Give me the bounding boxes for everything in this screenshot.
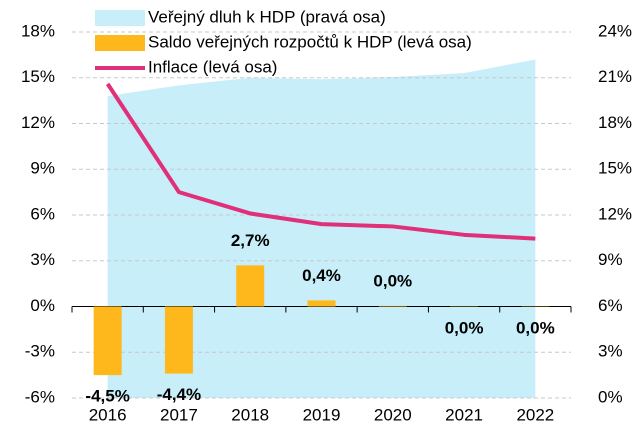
y-tick-label: 15% xyxy=(21,67,55,86)
legend-swatch xyxy=(95,35,145,51)
y-tick-label: 3% xyxy=(30,250,55,269)
x-tick-label: 2017 xyxy=(160,405,198,424)
x-tick-label: 2021 xyxy=(445,405,483,424)
data-label: 0,4% xyxy=(302,266,341,285)
y2-tick-label: 15% xyxy=(598,159,632,178)
bar xyxy=(164,306,193,374)
line xyxy=(105,82,536,241)
area xyxy=(107,59,536,398)
x-tick-label: 2020 xyxy=(374,405,412,424)
data-label: 0,0% xyxy=(516,318,555,337)
y2-tick-label: 12% xyxy=(598,204,632,223)
y2-tick-label: 6% xyxy=(598,296,623,315)
bar xyxy=(93,306,122,376)
y2-tick-label: 18% xyxy=(598,113,632,132)
bar xyxy=(307,300,336,307)
y-tick-label: 12% xyxy=(21,113,55,132)
data-label: 0,0% xyxy=(445,318,484,337)
y-tick-label: 9% xyxy=(30,159,55,178)
legend-swatch xyxy=(95,10,145,26)
data-label: 0,0% xyxy=(373,271,412,290)
data-label: -4,4% xyxy=(157,385,201,404)
x-tick-label: 2022 xyxy=(516,405,554,424)
y2-tick-label: 9% xyxy=(598,250,623,269)
y-tick-label: 6% xyxy=(30,204,55,223)
y2-tick-label: 24% xyxy=(598,21,632,40)
y-tick-label: 18% xyxy=(21,21,55,40)
data-label: -4,5% xyxy=(85,387,129,406)
legend-label: Inflace (levá osa) xyxy=(148,57,277,76)
y-tick-label: 0% xyxy=(30,296,55,315)
y2-tick-label: 21% xyxy=(598,67,632,86)
legend-label: Veřejný dluh k HDP (pravá osa) xyxy=(148,7,386,26)
y-tick-label: -6% xyxy=(25,387,55,406)
x-tick-label: 2018 xyxy=(231,405,269,424)
y-tick-label: -3% xyxy=(25,342,55,361)
x-tick-label: 2016 xyxy=(89,405,127,424)
legend-label: Saldo veřejných rozpočtů k HDP (levá osa… xyxy=(148,32,472,51)
x-tick-label: 2019 xyxy=(303,405,341,424)
bar xyxy=(236,265,265,307)
y2-tick-label: 0% xyxy=(598,387,623,406)
y2-tick-label: 3% xyxy=(598,342,623,361)
data-label: 2,7% xyxy=(231,231,270,250)
bar xyxy=(378,305,407,307)
